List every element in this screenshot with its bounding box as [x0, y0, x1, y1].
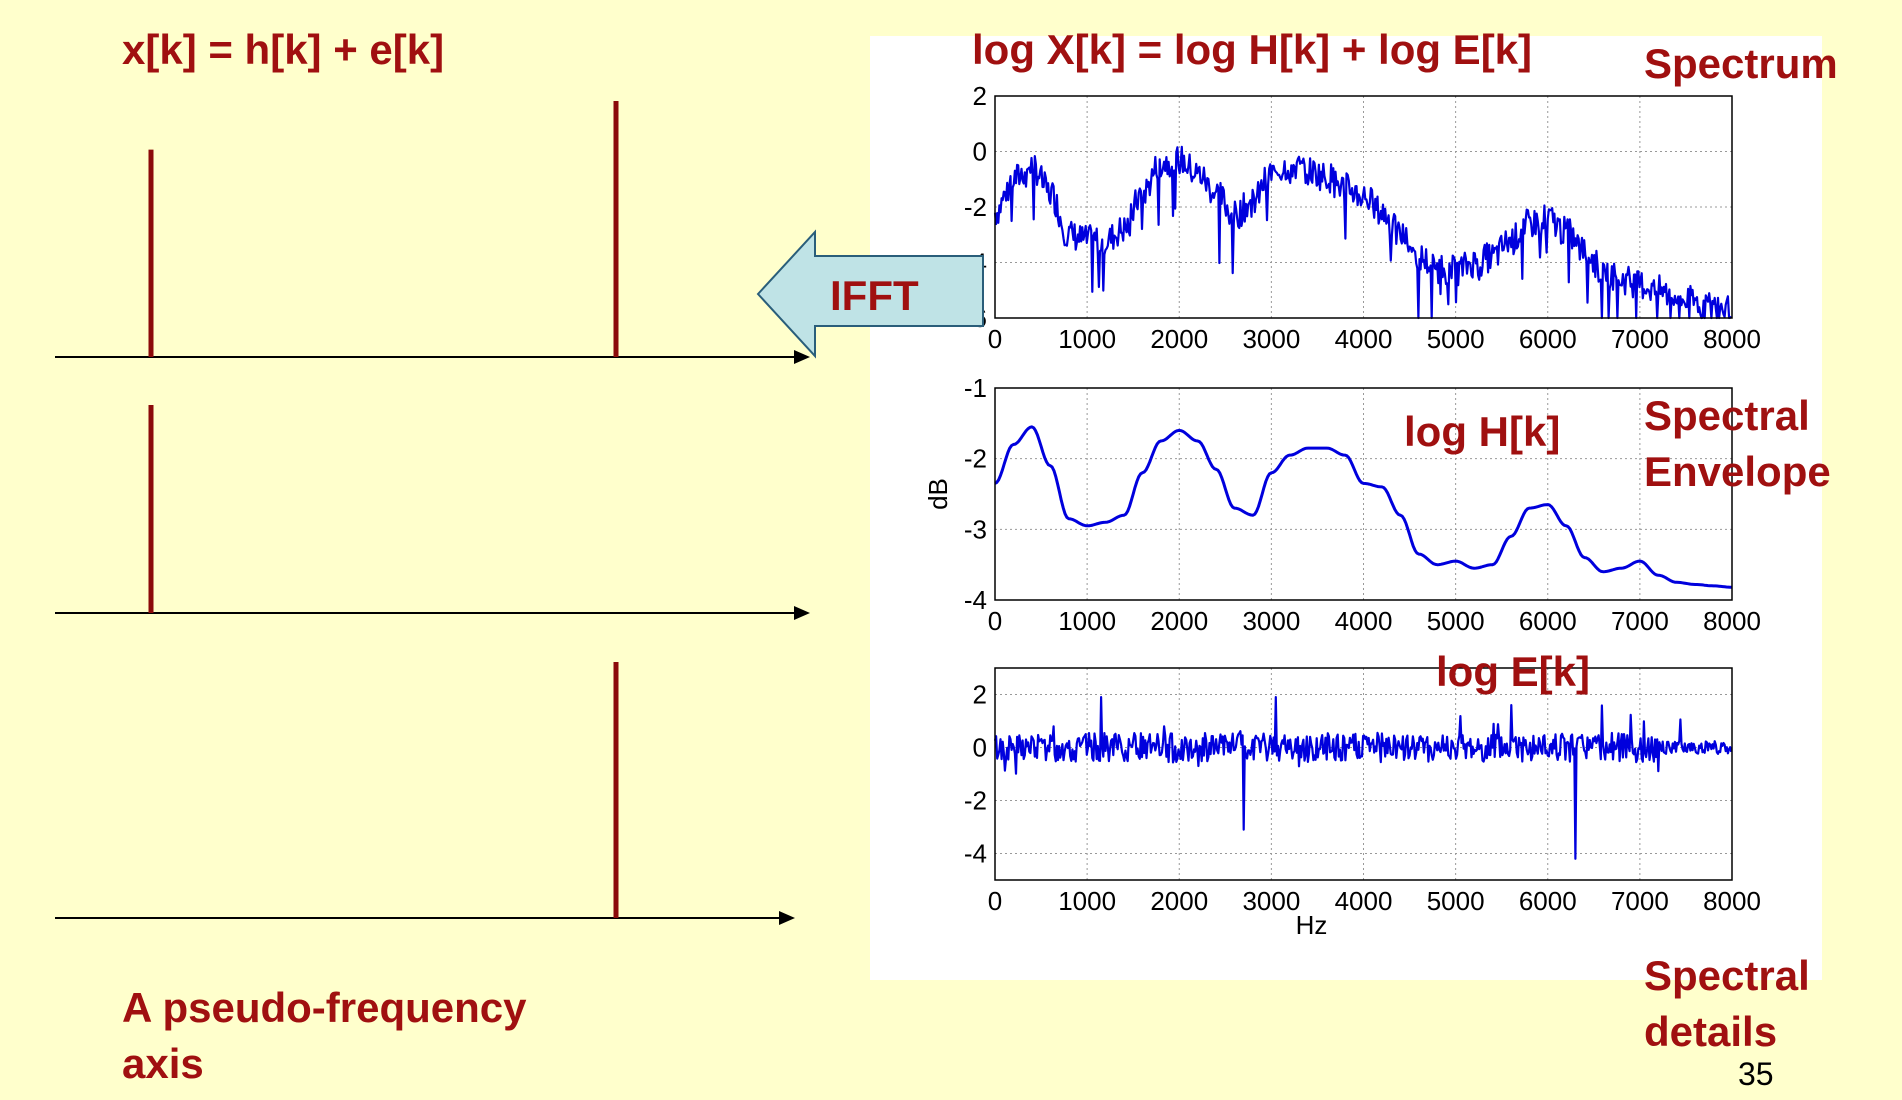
spectral-envelope-label-2: Envelope	[1644, 448, 1831, 495]
x-tick-1-8: 8000	[1703, 606, 1761, 636]
series-line-1	[994, 425, 1733, 589]
ifft-label: IFFT	[830, 272, 919, 319]
x-tick-2-8: 8000	[1703, 886, 1761, 916]
x-tick-0-3: 3000	[1242, 324, 1300, 354]
series-line-2	[993, 695, 1733, 860]
x-tick-1-1: 1000	[1058, 606, 1116, 636]
spectral-details-label-1: Spectral	[1644, 952, 1810, 999]
axis-caption-1: A pseudo-frequency	[122, 984, 527, 1031]
spectrum-label: Spectrum	[1644, 40, 1838, 87]
spectral-envelope-label-1: Spectral	[1644, 392, 1810, 439]
x-tick-2-2: 2000	[1150, 886, 1208, 916]
x-tick-0-7: 7000	[1611, 324, 1669, 354]
pseudo-frequency-panels	[55, 101, 810, 925]
plot-frame-2	[994, 667, 1733, 881]
log-h-label: log H[k]	[1404, 408, 1561, 455]
plot-frame-1	[994, 387, 1733, 601]
x-tick-0-2: 2000	[1150, 324, 1208, 354]
x-tick-0-4: 4000	[1335, 324, 1393, 354]
y-axis-label-1: dB	[923, 478, 953, 510]
y-tick-2-3: -4	[964, 839, 987, 869]
x-axis-label-2: Hz	[1296, 910, 1328, 940]
y-tick-0-2: -2	[964, 192, 987, 222]
x-tick-2-7: 7000	[1611, 886, 1669, 916]
axis-caption-2: axis	[122, 1040, 204, 1087]
x-tick-0-6: 6000	[1519, 324, 1577, 354]
x-tick-1-0: 0	[988, 606, 1002, 636]
left-title: x[k] = h[k] + e[k]	[122, 26, 445, 73]
axis-arrowhead-middle	[794, 606, 810, 620]
log-e-label: log E[k]	[1436, 648, 1590, 695]
x-tick-0-0: 0	[988, 324, 1002, 354]
x-tick-1-6: 6000	[1519, 606, 1577, 636]
y-tick-1-0: -1	[964, 373, 987, 403]
x-tick-1-5: 5000	[1427, 606, 1485, 636]
y-tick-1-1: -2	[964, 444, 987, 474]
y-tick-1-3: -4	[964, 585, 987, 615]
x-tick-2-3: 3000	[1242, 886, 1300, 916]
x-tick-1-3: 3000	[1242, 606, 1300, 636]
spectral-details-label-2: details	[1644, 1008, 1778, 1055]
y-tick-1-2: -3	[964, 514, 987, 544]
axis-arrowhead-top	[794, 350, 810, 364]
y-tick-2-1: 0	[973, 733, 987, 763]
right-title: log X[k] = log H[k] + log E[k]	[972, 26, 1533, 73]
x-tick-2-6: 6000	[1519, 886, 1577, 916]
plot-frame-0	[994, 95, 1733, 319]
x-tick-2-4: 4000	[1335, 886, 1393, 916]
x-tick-2-1: 1000	[1058, 886, 1116, 916]
y-tick-2-0: 2	[973, 680, 987, 710]
ifft-arrow-shape	[756, 229, 984, 359]
x-tick-1-7: 7000	[1611, 606, 1669, 636]
x-tick-0-8: 8000	[1703, 324, 1761, 354]
y-tick-0-1: 0	[973, 137, 987, 167]
y-tick-2-2: -2	[964, 786, 987, 816]
x-tick-1-4: 4000	[1335, 606, 1393, 636]
x-tick-1-2: 2000	[1150, 606, 1208, 636]
x-tick-0-5: 5000	[1427, 324, 1485, 354]
x-tick-2-0: 0	[988, 886, 1002, 916]
x-tick-0-1: 1000	[1058, 324, 1116, 354]
x-tick-2-5: 5000	[1427, 886, 1485, 916]
y-tick-0-0: 2	[973, 81, 987, 111]
page-number: 35	[1738, 1056, 1774, 1092]
axis-arrowhead-bottom	[779, 911, 795, 925]
